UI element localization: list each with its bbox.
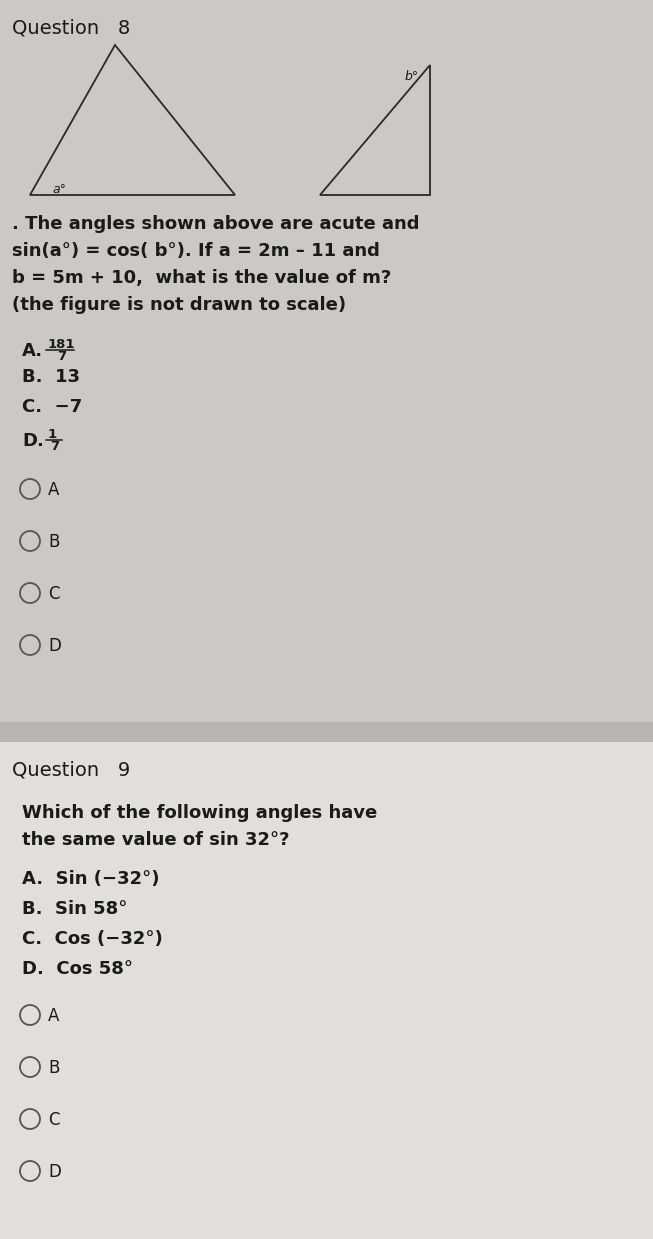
Text: B: B bbox=[48, 1059, 59, 1077]
Text: A: A bbox=[48, 481, 59, 499]
Text: C.  Cos (−32°): C. Cos (−32°) bbox=[22, 930, 163, 948]
Text: D: D bbox=[48, 1163, 61, 1181]
Text: Which of the following angles have: Which of the following angles have bbox=[22, 804, 377, 821]
Text: D: D bbox=[48, 637, 61, 655]
FancyBboxPatch shape bbox=[0, 0, 653, 725]
Text: sin(a°) = cos( b°). If a = 2m – 11 and: sin(a°) = cos( b°). If a = 2m – 11 and bbox=[12, 242, 380, 260]
Text: a°: a° bbox=[52, 183, 66, 196]
Text: Question   9: Question 9 bbox=[12, 760, 130, 779]
FancyBboxPatch shape bbox=[0, 742, 653, 1239]
Text: b = 5m + 10,  what is the value of m?: b = 5m + 10, what is the value of m? bbox=[12, 269, 391, 287]
Text: B.  Sin 58°: B. Sin 58° bbox=[22, 900, 127, 918]
Text: 1: 1 bbox=[48, 427, 57, 441]
Text: C: C bbox=[48, 1111, 59, 1129]
Text: the same value of sin 32°?: the same value of sin 32°? bbox=[22, 831, 289, 849]
Text: A.: A. bbox=[22, 342, 43, 361]
Text: 181: 181 bbox=[48, 338, 76, 351]
Text: A.  Sin (−32°): A. Sin (−32°) bbox=[22, 870, 159, 888]
Text: (the figure is not drawn to scale): (the figure is not drawn to scale) bbox=[12, 296, 346, 313]
FancyBboxPatch shape bbox=[0, 722, 653, 742]
Text: b°: b° bbox=[405, 69, 419, 83]
Text: A: A bbox=[48, 1007, 59, 1025]
Text: D.: D. bbox=[22, 432, 44, 450]
Text: C.  −7: C. −7 bbox=[22, 398, 82, 416]
Text: B.  13: B. 13 bbox=[22, 368, 80, 387]
Text: D.  Cos 58°: D. Cos 58° bbox=[22, 960, 133, 978]
Text: 7: 7 bbox=[50, 440, 59, 453]
Text: . The angles shown above are acute and: . The angles shown above are acute and bbox=[12, 216, 419, 233]
Text: B: B bbox=[48, 533, 59, 551]
Text: C: C bbox=[48, 585, 59, 603]
Text: Question   8: Question 8 bbox=[12, 19, 130, 37]
Text: 7: 7 bbox=[57, 349, 66, 363]
